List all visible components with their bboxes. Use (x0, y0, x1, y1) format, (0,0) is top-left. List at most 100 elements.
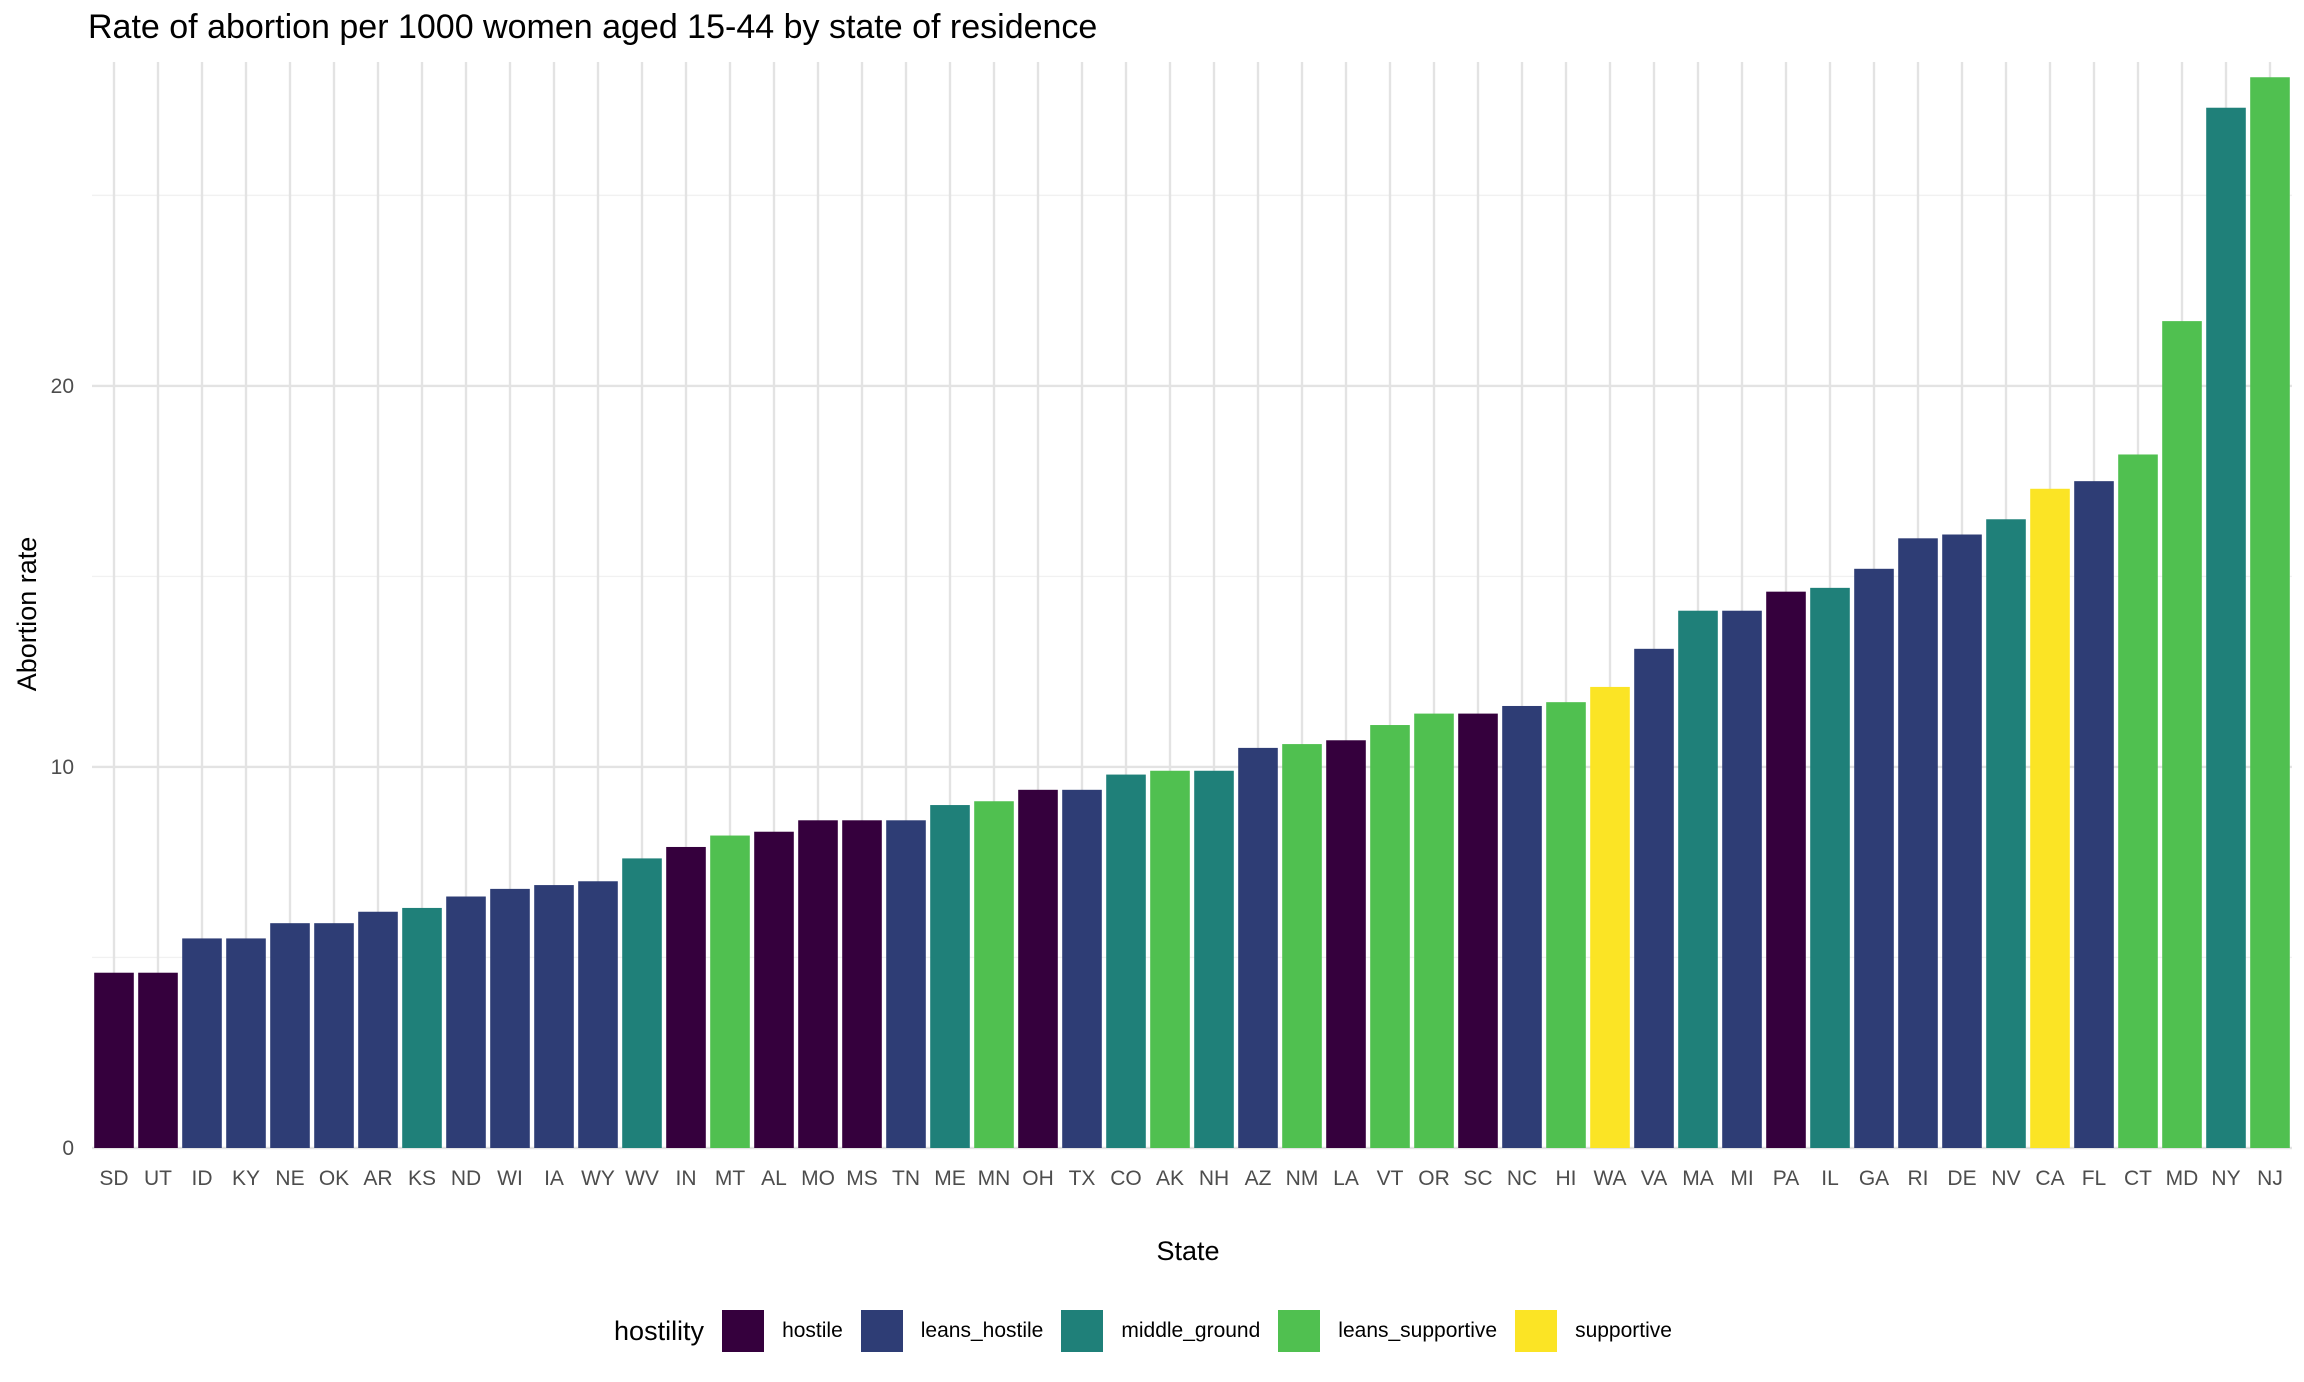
bar-tx (1062, 789, 1102, 1148)
bar-mt (710, 835, 750, 1148)
x-tick-label: ME (934, 1167, 966, 1190)
legend-item: leans_supportive (1278, 1310, 1497, 1352)
legend-label: supportive (1575, 1319, 1672, 1342)
bar-ca (2030, 488, 2070, 1149)
legend-label: hostile (782, 1319, 843, 1342)
bar-fl (2074, 481, 2114, 1148)
bar-wv (622, 858, 662, 1148)
bar-sd (94, 972, 134, 1148)
x-tick-label: AZ (1245, 1167, 1272, 1190)
x-tick-label: KS (408, 1167, 436, 1190)
x-tick-label: VA (1641, 1167, 1667, 1190)
bar-ak (1150, 770, 1190, 1148)
x-tick-label: PA (1773, 1167, 1799, 1190)
bar-ia (534, 885, 574, 1148)
x-tick-label: MA (1682, 1167, 1714, 1190)
x-tick-label: IN (676, 1167, 697, 1190)
bar-ok (314, 923, 354, 1148)
x-tick-label: VT (1377, 1167, 1404, 1190)
bar-il (1810, 587, 1850, 1148)
x-tick-label: NE (275, 1167, 304, 1190)
bar-nd (446, 896, 486, 1148)
bar-nj (2250, 77, 2290, 1149)
bar-vt (1370, 725, 1410, 1148)
x-tick-label: OH (1022, 1167, 1054, 1190)
bar-ny (2206, 107, 2246, 1148)
bar-chart: 0 10 20 SD UT ID KY NE OK AR KS ND WI IA WY WV IN MT AL MO… (12, 62, 2292, 1266)
bar-wy (578, 881, 618, 1148)
x-tick-label: WA (1593, 1167, 1626, 1190)
bar-co (1106, 774, 1146, 1148)
bar-me (930, 805, 970, 1148)
x-tick-label: NC (1507, 1167, 1537, 1190)
bar-va (1634, 648, 1674, 1148)
x-tick-labels: SD UT ID KY NE OK AR KS ND WI IA WY WV IN MT AL MO MS TN ME… (99, 1167, 2282, 1190)
x-tick-label: NV (1991, 1167, 2020, 1190)
legend-label: leans_supportive (1338, 1319, 1498, 1342)
legend-label: leans_hostile (920, 1319, 1044, 1342)
y-tick-label: 0 (62, 1137, 74, 1160)
bar-al (754, 831, 794, 1148)
bar-ne (270, 923, 310, 1148)
legend-key (1515, 1310, 1558, 1352)
bar-ct (2118, 454, 2158, 1148)
x-tick-label: MS (846, 1167, 878, 1190)
legend-key (722, 1310, 765, 1352)
x-tick-label: TX (1069, 1167, 1096, 1190)
bar-mo (798, 820, 838, 1148)
legend-item: middle_ground (1061, 1310, 1260, 1352)
bar-de (1942, 534, 1982, 1148)
x-tick-label: DE (1947, 1167, 1976, 1190)
x-tick-label: NY (2211, 1167, 2240, 1190)
bar-az (1238, 747, 1278, 1148)
x-tick-label: KY (232, 1167, 260, 1190)
x-tick-label: NM (1286, 1167, 1319, 1190)
x-tick-label: HI (1556, 1167, 1577, 1190)
bar-ky (226, 938, 266, 1148)
legend-key (1061, 1310, 1104, 1352)
bar-sc (1458, 713, 1498, 1148)
x-tick-label: OK (319, 1167, 349, 1190)
x-axis-title: State (1156, 1236, 1219, 1266)
x-tick-label: CT (2124, 1167, 2152, 1190)
y-tick-labels: 0 10 20 (51, 375, 74, 1160)
x-tick-label: MN (978, 1167, 1011, 1190)
x-tick-label: ND (451, 1167, 481, 1190)
bar-pa (1766, 591, 1806, 1148)
bar-nh (1194, 770, 1234, 1148)
bar-wa (1590, 686, 1630, 1148)
x-tick-label: WY (581, 1167, 615, 1190)
bar-ks (402, 907, 442, 1148)
x-tick-label: SD (99, 1167, 128, 1190)
chart-title: Rate of abortion per 1000 women aged 15-… (88, 8, 1098, 46)
x-tick-label: IL (1821, 1167, 1839, 1190)
x-tick-label: LA (1333, 1167, 1359, 1190)
x-tick-label: NJ (2257, 1167, 2283, 1190)
bar-nv (1986, 519, 2026, 1148)
bar-nm (1282, 744, 1322, 1148)
bar-ms (842, 820, 882, 1148)
bar-la (1326, 740, 1366, 1148)
x-tick-label: WV (625, 1167, 659, 1190)
bar-or (1414, 713, 1454, 1148)
bar-in (666, 846, 706, 1148)
bar-ar (358, 911, 398, 1148)
legend-key (1278, 1310, 1321, 1352)
bar-id (182, 938, 222, 1148)
bar-mn (974, 801, 1014, 1148)
x-tick-label: AL (761, 1167, 787, 1190)
bar-mi (1722, 610, 1762, 1148)
x-tick-label: OR (1418, 1167, 1450, 1190)
x-tick-label: FL (2082, 1167, 2107, 1190)
x-tick-label: SC (1463, 1167, 1492, 1190)
y-tick-label: 20 (51, 375, 74, 398)
legend-label: middle_ground (1121, 1319, 1261, 1342)
x-tick-label: CA (2035, 1167, 2064, 1190)
legend-title: hostility (614, 1315, 705, 1346)
legend-item: supportive (1515, 1310, 1672, 1352)
y-axis-title: Abortion rate (12, 537, 42, 692)
x-tick-label: MD (2166, 1167, 2199, 1190)
bar-ma (1678, 610, 1718, 1148)
x-tick-label: UT (144, 1167, 172, 1190)
x-tick-label: NH (1199, 1167, 1229, 1190)
